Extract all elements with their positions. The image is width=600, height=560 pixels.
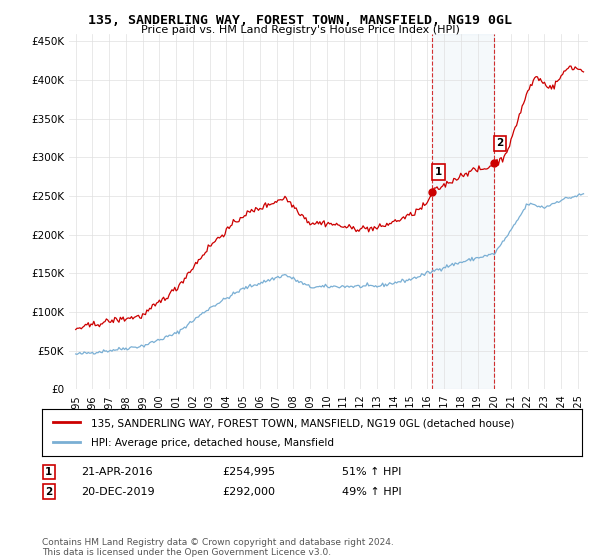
Text: 49% ↑ HPI: 49% ↑ HPI [342,487,401,497]
Text: 135, SANDERLING WAY, FOREST TOWN, MANSFIELD, NG19 0GL (detached house): 135, SANDERLING WAY, FOREST TOWN, MANSFI… [91,418,514,428]
Text: 1: 1 [45,467,52,477]
Text: 1: 1 [435,167,442,177]
Text: Contains HM Land Registry data © Crown copyright and database right 2024.
This d: Contains HM Land Registry data © Crown c… [42,538,394,557]
Bar [433,34,494,389]
Text: £292,000: £292,000 [222,487,275,497]
Text: 2: 2 [496,138,503,148]
Text: 20-DEC-2019: 20-DEC-2019 [81,487,155,497]
Text: HPI: Average price, detached house, Mansfield: HPI: Average price, detached house, Mans… [91,438,334,448]
Text: 21-APR-2016: 21-APR-2016 [81,467,152,477]
Text: £254,995: £254,995 [222,467,275,477]
Text: 135, SANDERLING WAY, FOREST TOWN, MANSFIELD, NG19 0GL: 135, SANDERLING WAY, FOREST TOWN, MANSFI… [88,14,512,27]
Text: Price paid vs. HM Land Registry's House Price Index (HPI): Price paid vs. HM Land Registry's House … [140,25,460,35]
Text: 51% ↑ HPI: 51% ↑ HPI [342,467,401,477]
Text: 2: 2 [45,487,52,497]
